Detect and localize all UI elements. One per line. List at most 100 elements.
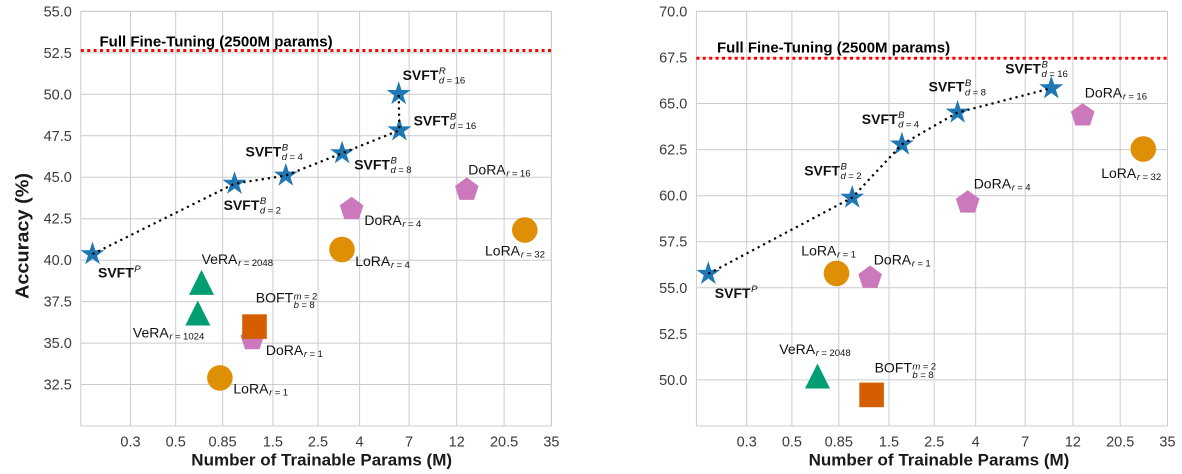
svg-text:SVFT: SVFT: [1005, 60, 1041, 76]
svg-text:55.0: 55.0: [659, 281, 687, 297]
svg-text:=: =: [268, 206, 274, 217]
svg-text:=: =: [920, 370, 926, 381]
svg-text:VeRA: VeRA: [133, 325, 169, 341]
svg-text:35: 35: [543, 434, 559, 450]
svg-text:r: r: [521, 250, 525, 261]
svg-text:DoRA: DoRA: [266, 342, 304, 358]
svg-text:35.0: 35.0: [44, 336, 72, 352]
svg-text:LoRA: LoRA: [485, 243, 521, 259]
svg-text:B: B: [841, 162, 848, 173]
svg-text:8: 8: [309, 300, 314, 311]
svg-text:r: r: [506, 169, 510, 180]
svg-text:d: d: [1042, 69, 1048, 80]
svg-text:=: =: [1049, 69, 1055, 80]
svg-text:=: =: [512, 169, 518, 180]
svg-text:57.5: 57.5: [659, 235, 687, 251]
svg-text:16: 16: [1057, 69, 1068, 80]
svg-text:LoRA: LoRA: [1101, 165, 1137, 181]
svg-text:r: r: [912, 259, 916, 270]
svg-text:4: 4: [1025, 183, 1031, 194]
svg-text:B: B: [1042, 59, 1049, 70]
svg-text:d: d: [898, 120, 904, 131]
svg-text:BOFT: BOFT: [256, 289, 294, 305]
svg-text:2: 2: [312, 291, 317, 302]
svg-text:35: 35: [1159, 434, 1175, 450]
svg-text:d: d: [260, 206, 266, 217]
svg-text:d: d: [282, 152, 288, 163]
svg-text:DoRA: DoRA: [874, 252, 912, 268]
svg-text:Full Fine-Tuning (2500M params: Full Fine-Tuning (2500M params): [717, 40, 950, 57]
svg-text:DoRA: DoRA: [1085, 84, 1123, 100]
svg-text:SVFT: SVFT: [715, 285, 751, 301]
svg-text:SVFT: SVFT: [929, 79, 965, 95]
svg-text:d: d: [450, 121, 456, 132]
svg-text:4: 4: [914, 120, 920, 131]
svg-text:1.5: 1.5: [263, 434, 283, 450]
svg-text:DoRA: DoRA: [468, 162, 506, 178]
svg-text:2048: 2048: [829, 348, 850, 359]
svg-text:0.3: 0.3: [120, 434, 140, 450]
svg-text:DoRA: DoRA: [974, 176, 1012, 192]
svg-text:DoRA: DoRA: [364, 212, 402, 228]
svg-text:r: r: [169, 332, 173, 343]
svg-text:0.3: 0.3: [737, 434, 757, 450]
svg-text:12: 12: [449, 434, 465, 450]
svg-text:=: =: [973, 87, 979, 98]
svg-text:=: =: [398, 165, 404, 176]
svg-text:LoRA: LoRA: [355, 253, 391, 269]
svg-text:VeRA: VeRA: [779, 341, 815, 357]
svg-text:SVFT: SVFT: [403, 67, 439, 83]
svg-text:=: =: [906, 120, 912, 131]
svg-text:4: 4: [298, 152, 304, 163]
svg-text:=: =: [397, 260, 403, 271]
svg-text:70.0: 70.0: [659, 4, 687, 20]
svg-text:B: B: [282, 143, 289, 154]
svg-text:65.0: 65.0: [659, 97, 687, 113]
svg-text:SVFT: SVFT: [804, 163, 840, 179]
svg-text:42.5: 42.5: [44, 212, 72, 228]
svg-text:=: =: [244, 258, 250, 269]
svg-text:b: b: [294, 300, 300, 311]
svg-text:1: 1: [851, 250, 856, 261]
svg-text:=: =: [304, 291, 310, 302]
svg-text:d: d: [841, 171, 847, 182]
svg-text:Full Fine-Tuning (2500M params: Full Fine-Tuning (2500M params): [100, 33, 333, 50]
svg-text:2048: 2048: [252, 258, 273, 269]
svg-text:62.5: 62.5: [659, 143, 687, 159]
svg-text:2: 2: [931, 361, 936, 372]
svg-text:52.5: 52.5: [659, 327, 687, 343]
svg-text:R: R: [439, 66, 446, 77]
svg-text:LoRA: LoRA: [233, 381, 269, 397]
svg-text:40.0: 40.0: [44, 253, 72, 269]
svg-text:20.5: 20.5: [1106, 434, 1134, 450]
svg-text:SVFT: SVFT: [354, 157, 390, 173]
svg-text:32: 32: [534, 250, 545, 261]
svg-text:1: 1: [318, 349, 323, 360]
svg-text:r: r: [816, 348, 820, 359]
svg-text:50.0: 50.0: [659, 373, 687, 389]
svg-text:12: 12: [1065, 434, 1081, 450]
svg-text:m: m: [912, 361, 920, 372]
svg-text:SVFT: SVFT: [224, 197, 260, 213]
svg-text:d: d: [439, 75, 445, 86]
svg-text:r: r: [1012, 183, 1016, 194]
svg-text:67.5: 67.5: [659, 51, 687, 67]
svg-text:55.0: 55.0: [44, 4, 72, 20]
svg-text:8: 8: [981, 87, 986, 98]
svg-text:=: =: [1143, 172, 1149, 183]
svg-text:B: B: [898, 110, 905, 121]
svg-text:20.5: 20.5: [490, 434, 518, 450]
svg-text:37.5: 37.5: [44, 295, 72, 311]
svg-text:32.5: 32.5: [44, 378, 72, 394]
svg-text:2: 2: [856, 171, 861, 182]
svg-text:B: B: [391, 156, 398, 167]
svg-text:P: P: [134, 264, 141, 275]
svg-text:2.5: 2.5: [308, 434, 328, 450]
svg-text:1: 1: [925, 259, 930, 270]
svg-text:4: 4: [416, 219, 422, 230]
svg-text:=: =: [408, 219, 414, 230]
svg-text:7: 7: [1021, 434, 1029, 450]
svg-text:r: r: [837, 250, 841, 261]
svg-text:=: =: [301, 300, 307, 311]
svg-text:m: m: [294, 291, 302, 302]
